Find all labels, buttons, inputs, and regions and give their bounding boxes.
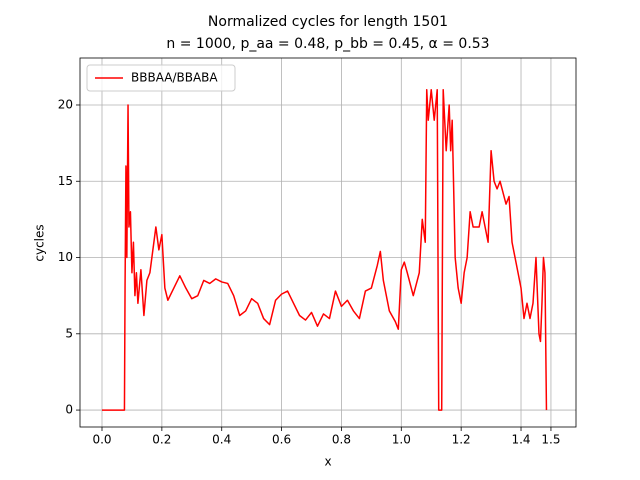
y-tick-label: 20 [58, 97, 73, 111]
x-tick-label: 0.8 [332, 433, 351, 447]
x-tick-label: 0.4 [212, 433, 231, 447]
y-axis-label: cycles [33, 224, 47, 261]
plot-frame [79, 57, 577, 428]
y-tick-label: 10 [58, 250, 73, 264]
x-tick-label: 0.6 [272, 433, 291, 447]
x-tick-label: 0.0 [92, 433, 111, 447]
x-axis-label: x [324, 455, 331, 469]
y-tick-label: 5 [65, 326, 73, 340]
line [101, 88, 548, 411]
x-tick-label: 1.4 [511, 433, 530, 447]
y-tick-label: 15 [58, 174, 73, 188]
x-tick-label: 1.2 [452, 433, 471, 447]
legend-box [86, 64, 236, 92]
legend-label: BBBAA/BBABA [131, 71, 218, 85]
y-tick-label: 0 [65, 403, 73, 417]
chart-title: Normalized cycles for length 1501 [208, 14, 448, 30]
chart-subtitle: n = 1000, p_aa = 0.48, p_bb = 0.45, α = … [166, 36, 489, 52]
x-tick-label: 1.0 [392, 433, 411, 447]
x-tick-label: 0.2 [152, 433, 171, 447]
x-tick-label: 1.5 [541, 433, 560, 447]
